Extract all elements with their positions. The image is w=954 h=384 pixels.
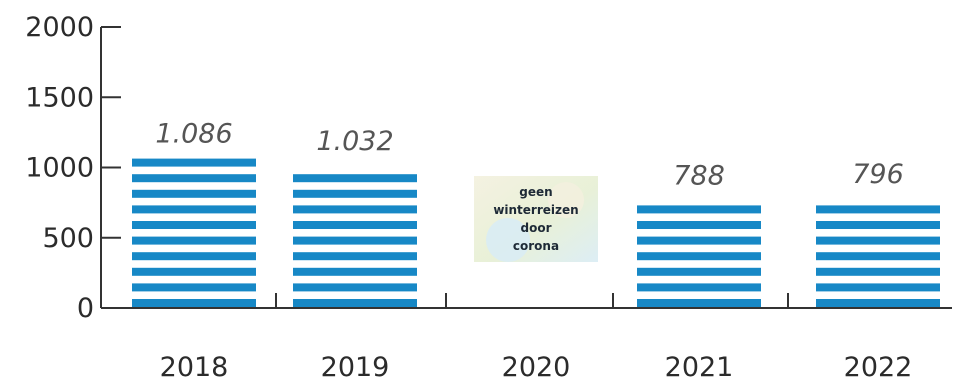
bar-2019 <box>293 174 417 307</box>
bar-2021-stripe-4 <box>637 252 761 261</box>
bar-2018-stripe-7 <box>132 205 256 214</box>
bar-2019-stripe-7 <box>293 205 417 214</box>
bar-2019-stripe-5 <box>293 236 417 245</box>
bar-2019-stripe-4 <box>293 252 417 261</box>
bar-2018-stripe-8 <box>132 189 256 198</box>
bar-2018-stripe-2 <box>132 283 256 292</box>
bar-2018-stripe-4 <box>132 252 256 261</box>
bar-2022-stripe-6 <box>816 221 940 229</box>
bar-2022-stripe-4 <box>816 252 940 261</box>
note-line-4: corona <box>513 239 559 253</box>
x-axis <box>101 293 952 309</box>
bar-2018-stripe-1 <box>132 299 256 307</box>
bar-2021-stripe-3 <box>637 267 761 276</box>
y-axis: 0 500 1000 1500 2000 <box>25 12 121 324</box>
note-blob-1 <box>486 218 530 262</box>
bar-2022-stripe-1 <box>816 299 940 307</box>
bar-2019-stripe-9 <box>293 174 417 183</box>
y-tick-label-500: 500 <box>42 223 94 254</box>
corona-note: geen winterreizen door corona <box>474 176 598 262</box>
bar-2019-stripe-2 <box>293 283 417 292</box>
bar-2018-stripe-3 <box>132 267 256 276</box>
bar-2022 <box>816 205 940 307</box>
value-label-2021: 788 <box>673 160 725 191</box>
note-blob-2 <box>548 182 584 218</box>
bar-2018-stripe-9 <box>132 174 256 183</box>
value-label-2019: 1.032 <box>316 126 393 157</box>
bars <box>132 158 940 307</box>
category-labels: 2018 2019 2020 2021 2022 <box>160 352 913 383</box>
bar-2019-stripe-8 <box>293 189 417 198</box>
y-tick-label-2000: 2000 <box>25 12 94 43</box>
value-label-2022: 796 <box>852 159 904 190</box>
bar-2021-stripe-7 <box>637 205 761 214</box>
bar-2022-stripe-3 <box>816 267 940 276</box>
bar-2021-stripe-1 <box>637 299 761 307</box>
bar-2021 <box>637 205 761 307</box>
bar-2021-stripe-2 <box>637 283 761 292</box>
bar-2018 <box>132 158 256 307</box>
value-labels: 1.086 1.032 788 796 <box>155 118 903 191</box>
value-label-2018: 1.086 <box>155 118 232 149</box>
bar-2018-stripe-6 <box>132 221 256 229</box>
bar-2022-stripe-2 <box>816 283 940 292</box>
note-line-2: winterreizen <box>493 203 578 217</box>
y-tick-label-1000: 1000 <box>25 153 94 184</box>
category-label-2020: 2020 <box>502 352 571 383</box>
bar-2022-stripe-7 <box>816 205 940 214</box>
bar-2019-stripe-3 <box>293 267 417 276</box>
bar-2021-stripe-6 <box>637 221 761 229</box>
bar-2019-stripe-6 <box>293 221 417 229</box>
category-label-2021: 2021 <box>665 352 734 383</box>
bar-2018-stripe-10 <box>132 158 256 167</box>
category-label-2019: 2019 <box>321 352 390 383</box>
y-tick-label-1500: 1500 <box>25 82 94 113</box>
category-label-2022: 2022 <box>844 352 913 383</box>
note-line-3: door <box>521 221 552 235</box>
category-label-2018: 2018 <box>160 352 229 383</box>
y-tick-label-0: 0 <box>77 293 94 324</box>
bar-2019-stripe-1 <box>293 299 417 307</box>
note-line-1: geen <box>519 185 552 199</box>
bar-2018-stripe-5 <box>132 236 256 245</box>
bar-2022-stripe-5 <box>816 236 940 245</box>
bar-2021-stripe-5 <box>637 236 761 245</box>
